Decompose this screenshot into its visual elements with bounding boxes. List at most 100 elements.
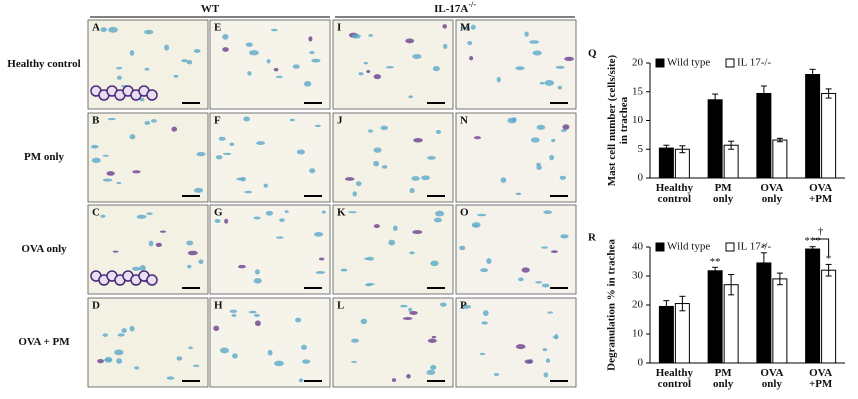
cell <box>530 137 540 143</box>
cell <box>477 213 487 217</box>
cell <box>529 40 540 44</box>
cell <box>344 177 355 181</box>
cell <box>213 325 220 331</box>
cell <box>559 175 567 180</box>
error-bar <box>760 85 767 102</box>
panel-letter: R <box>588 232 597 244</box>
scale-bar <box>304 195 322 197</box>
cell <box>132 170 141 174</box>
cell <box>406 374 411 379</box>
cell <box>279 218 285 223</box>
cell <box>547 311 554 314</box>
micrograph <box>455 19 577 110</box>
error-bar <box>663 144 670 152</box>
row-label: PM only <box>24 151 65 163</box>
x-tick-label-line: Healthy <box>656 182 694 194</box>
cell <box>486 258 492 265</box>
cell <box>248 310 257 314</box>
cell <box>131 266 141 271</box>
scale-bar <box>427 102 445 104</box>
cell <box>144 121 151 125</box>
cell <box>430 260 439 267</box>
cell <box>348 211 357 214</box>
cell <box>274 360 284 367</box>
micrograph <box>209 112 331 203</box>
error-bar <box>728 140 735 150</box>
panel-letter: K <box>337 207 346 219</box>
scale-bar <box>550 380 568 382</box>
cell <box>311 58 321 63</box>
cell <box>249 50 259 56</box>
cell <box>181 59 188 63</box>
column-header-sup: -/- <box>468 0 476 9</box>
cell <box>187 250 198 256</box>
cell <box>408 307 413 312</box>
cell <box>442 24 448 29</box>
panel-letter: G <box>214 207 223 219</box>
legend-swatch <box>725 58 735 68</box>
cell <box>215 155 223 160</box>
cell <box>289 118 296 122</box>
cell <box>116 181 122 185</box>
cell <box>102 333 108 337</box>
x-tick-label-line: PM <box>715 182 733 194</box>
annotation: * <box>761 241 767 253</box>
cell <box>539 81 545 85</box>
cell <box>470 24 476 30</box>
panel-letter: Q <box>588 48 597 60</box>
cell <box>521 267 530 273</box>
cell <box>409 188 415 194</box>
cell <box>427 338 437 343</box>
legend-swatch <box>655 242 665 252</box>
cell <box>309 168 316 174</box>
panel-letter: P <box>460 300 467 312</box>
error-bar <box>809 246 816 252</box>
cell <box>440 302 447 307</box>
annotation: † <box>818 226 824 238</box>
bar <box>821 269 837 364</box>
cell <box>515 192 522 196</box>
cell <box>467 41 473 46</box>
legend-label: Wild type <box>667 241 710 253</box>
cell <box>391 378 397 382</box>
error-bar <box>679 295 686 312</box>
annotation: ** <box>710 256 721 268</box>
cell <box>321 210 326 214</box>
cell <box>542 348 548 352</box>
annotation: * <box>826 253 832 265</box>
cell <box>402 317 413 320</box>
cell <box>171 126 178 132</box>
panel-letter: C <box>92 207 100 219</box>
cell <box>411 176 420 181</box>
cell <box>144 67 150 71</box>
cell <box>265 210 274 216</box>
y-tick-label: 5 <box>638 143 644 155</box>
cell <box>388 239 396 246</box>
cell <box>245 42 253 47</box>
cell <box>146 212 153 216</box>
micrograph <box>455 297 577 388</box>
cell <box>129 325 135 332</box>
cell <box>193 49 201 54</box>
cell <box>412 230 423 235</box>
cell <box>267 349 273 356</box>
cell <box>186 240 194 246</box>
cell <box>433 217 443 223</box>
cell <box>435 129 441 134</box>
panel-letter: B <box>92 115 100 127</box>
error-bar <box>825 88 832 99</box>
cell <box>136 214 147 219</box>
cell <box>427 156 436 160</box>
y-tick-label: 10 <box>632 328 644 340</box>
cell <box>214 218 221 224</box>
cell <box>363 61 368 65</box>
cell <box>368 129 373 133</box>
cell <box>303 81 312 87</box>
panel-letter: D <box>92 300 100 312</box>
scale-bar <box>550 287 568 289</box>
cell <box>552 336 559 339</box>
column-header-text: WT <box>201 3 220 15</box>
cell <box>535 281 543 284</box>
cell <box>550 250 558 254</box>
